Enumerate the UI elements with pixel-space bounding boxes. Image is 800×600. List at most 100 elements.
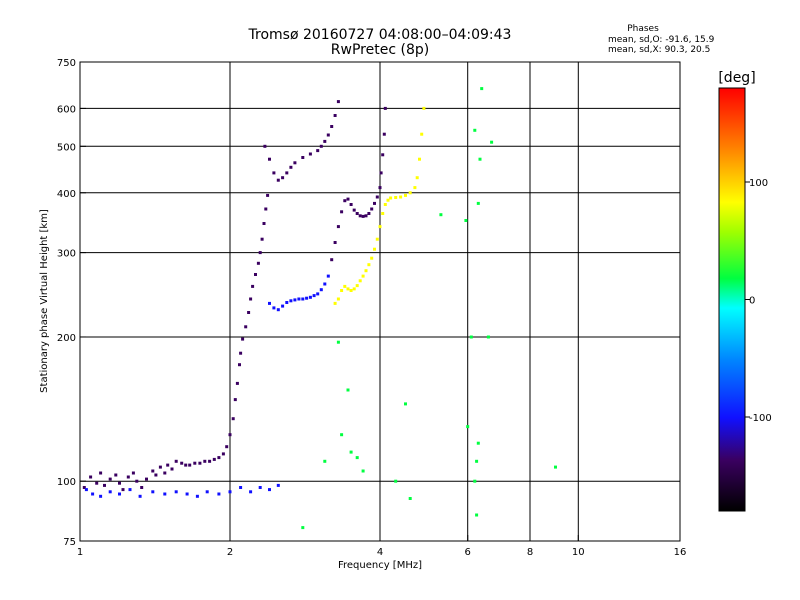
colorbar-tick-label-1: 0 — [749, 296, 755, 307]
data-point-s5-7 — [293, 161, 297, 165]
data-point-s6-12 — [370, 256, 374, 260]
data-point-s0-23 — [188, 463, 192, 467]
data-point-s6-25 — [415, 176, 419, 180]
data-points — [82, 87, 557, 530]
data-point-s7-16 — [361, 469, 365, 473]
x-tick-label-6: 6 — [465, 547, 471, 558]
x-tick-label-4: 4 — [377, 547, 383, 558]
data-point-s3-10 — [308, 295, 312, 299]
data-point-s3-14 — [323, 282, 327, 286]
data-point-s4-3 — [340, 210, 344, 214]
data-point-s3-6 — [293, 298, 297, 302]
data-point-s6-16 — [381, 212, 385, 215]
data-point-s4-18 — [381, 153, 385, 157]
data-point-s7-14 — [349, 450, 353, 454]
data-point-s0-0 — [82, 486, 86, 489]
data-point-s7-7 — [466, 425, 470, 429]
data-point-s0-28 — [212, 457, 216, 461]
data-point-s0-25 — [198, 461, 202, 465]
data-point-s7-4 — [478, 157, 482, 161]
x-tick-label-10: 10 — [572, 547, 585, 558]
data-point-s7-12 — [323, 459, 327, 463]
data-point-s5-10 — [316, 149, 320, 153]
data-point-s2-10 — [249, 297, 253, 301]
data-point-s7-2 — [476, 441, 480, 445]
y-tick-label-300: 300 — [57, 249, 76, 260]
data-point-s0-27 — [208, 459, 212, 463]
data-point-s6-15 — [378, 225, 382, 229]
data-point-s7-15 — [355, 456, 359, 460]
data-point-s4-12 — [367, 212, 371, 215]
data-point-s5-11 — [319, 144, 323, 148]
data-point-s7-20 — [404, 402, 407, 406]
data-point-s2-4 — [235, 381, 239, 385]
data-point-s5-15 — [333, 114, 337, 117]
data-point-s5-13 — [326, 133, 330, 137]
data-point-s3-7 — [297, 297, 301, 301]
data-point-s4-1 — [333, 241, 337, 244]
data-point-s4-17 — [379, 171, 383, 175]
data-point-s6-13 — [373, 247, 376, 251]
data-point-s2-5 — [238, 363, 241, 367]
data-point-s0-12 — [140, 486, 144, 489]
data-point-s0-9 — [126, 475, 130, 479]
colorbar-label: [deg] — [718, 70, 755, 86]
data-point-s6-18 — [386, 198, 390, 202]
data-point-s6-10 — [364, 269, 368, 273]
data-point-s3-2 — [276, 308, 280, 312]
data-point-s2-18 — [266, 193, 270, 197]
data-point-s7-5 — [464, 219, 468, 222]
data-point-s5-8 — [301, 156, 305, 159]
x-tick-label-1: 1 — [77, 547, 83, 558]
data-point-s1-4 — [118, 492, 121, 496]
data-point-s0-17 — [163, 471, 167, 475]
y-tick-label-750: 750 — [57, 58, 76, 69]
data-point-s5-9 — [308, 152, 312, 156]
data-point-s1-11 — [195, 494, 199, 498]
data-point-s6-14 — [375, 237, 379, 241]
data-point-s4-20 — [383, 106, 387, 110]
data-point-s0-18 — [166, 463, 170, 467]
data-point-s0-13 — [145, 477, 148, 481]
data-point-s4-11 — [364, 214, 368, 218]
data-point-s1-8 — [163, 492, 167, 496]
data-point-s3-1 — [272, 306, 276, 310]
data-point-s6-11 — [367, 263, 371, 267]
data-point-s7-10 — [490, 140, 494, 144]
data-point-s7-0 — [473, 479, 477, 483]
data-point-s2-6 — [239, 351, 243, 355]
y-tick-label-600: 600 — [57, 104, 76, 115]
data-point-s1-10 — [185, 492, 189, 496]
data-point-s7-25 — [475, 513, 479, 517]
data-point-s1-0 — [84, 488, 88, 492]
data-point-s3-15 — [326, 274, 330, 278]
data-point-s5-12 — [323, 139, 327, 143]
data-point-s6-22 — [404, 193, 407, 197]
data-point-s6-2 — [340, 289, 344, 292]
data-point-s3-9 — [305, 296, 309, 300]
colorbar-tick-label-2: -100 — [749, 413, 772, 424]
phase-stats-x-mode: mean, sd,X: 90.3, 20.5 — [608, 45, 710, 55]
data-point-s6-6 — [352, 287, 356, 291]
y-tick-label-75: 75 — [63, 537, 76, 548]
data-point-s2-11 — [251, 284, 255, 288]
data-point-s3-11 — [312, 294, 316, 298]
y-tick-label-200: 200 — [57, 333, 76, 344]
x-axis-label: Frequency [MHz] — [338, 560, 422, 571]
chart-subtitle: RwPretec (8p) — [331, 42, 429, 58]
data-point-s4-8 — [355, 212, 359, 215]
data-point-s7-23 — [336, 340, 340, 344]
data-point-s2-2 — [231, 417, 235, 421]
chart-title: Tromsø 20160727 04:08:00–04:09:43 — [248, 27, 512, 43]
data-point-s1-15 — [239, 486, 243, 489]
data-point-s1-6 — [138, 494, 142, 498]
data-point-s2-17 — [264, 207, 268, 211]
data-point-s4-9 — [358, 214, 362, 218]
data-point-s1-13 — [217, 492, 221, 496]
data-point-s0-21 — [180, 461, 184, 465]
data-point-s2-16 — [262, 222, 266, 225]
data-point-s6-4 — [346, 287, 350, 291]
data-point-s1-7 — [151, 490, 155, 494]
data-point-s4-0 — [330, 258, 334, 262]
grid-lines — [80, 62, 680, 541]
